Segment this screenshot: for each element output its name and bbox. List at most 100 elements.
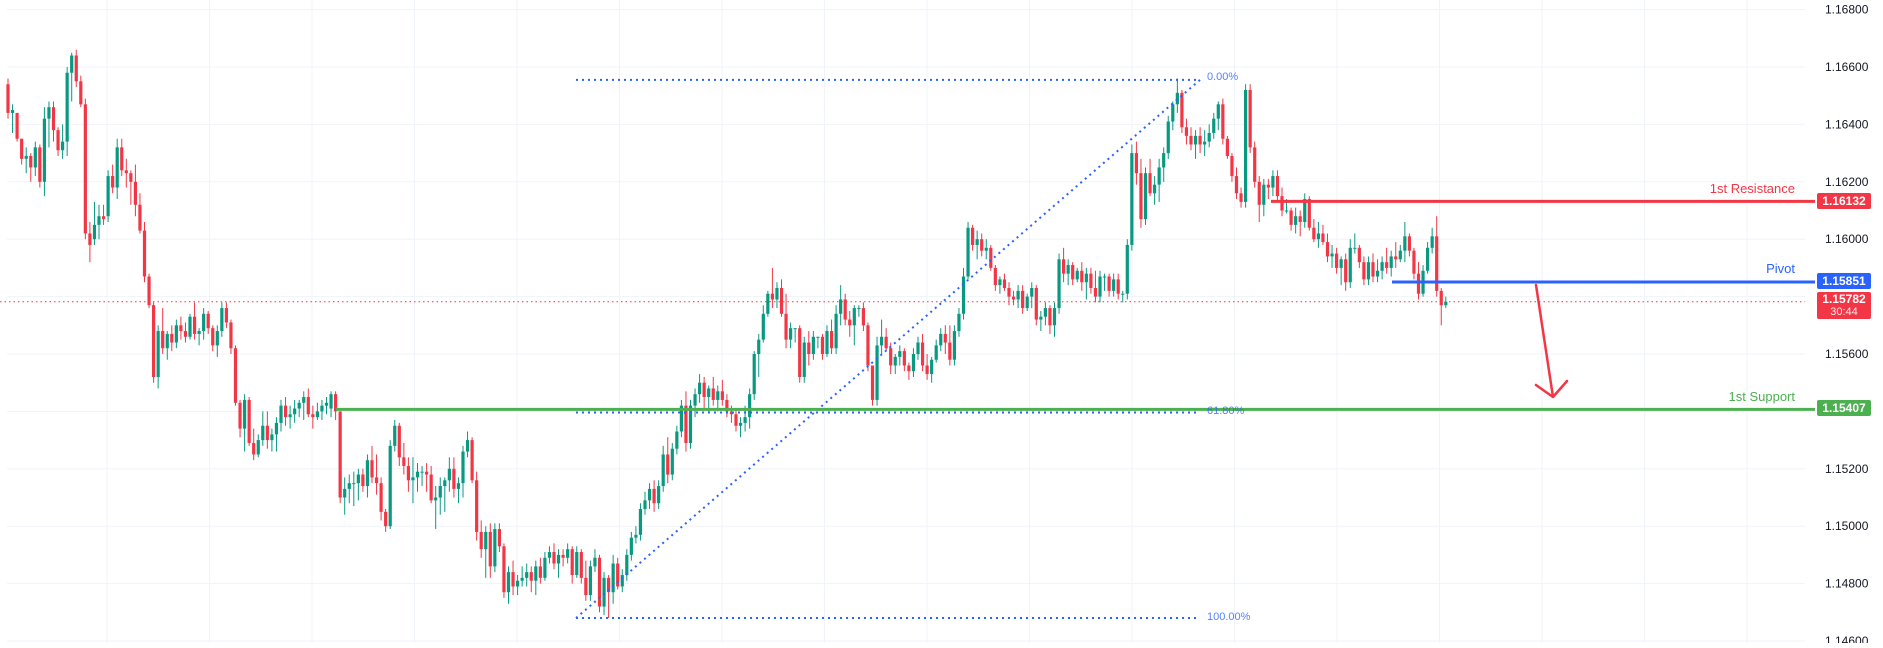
candle[interactable] (647, 483, 652, 509)
candle[interactable] (1075, 267, 1079, 283)
candle[interactable] (1248, 84, 1252, 154)
candle[interactable] (884, 328, 888, 352)
candle[interactable] (693, 388, 697, 418)
candle[interactable] (320, 399, 324, 421)
candle[interactable] (738, 417, 743, 438)
candle[interactable] (1112, 273, 1116, 297)
candle[interactable] (106, 170, 110, 222)
candle[interactable] (361, 468, 365, 492)
candle[interactable] (274, 417, 279, 452)
candle[interactable] (643, 491, 647, 515)
candle[interactable] (156, 325, 160, 389)
candle[interactable] (447, 457, 451, 492)
candle[interactable] (802, 336, 806, 383)
candle[interactable] (998, 276, 1002, 294)
candle[interactable] (1021, 285, 1025, 314)
candle[interactable] (252, 428, 256, 461)
candle[interactable] (597, 554, 602, 613)
candle[interactable] (966, 221, 970, 280)
candle[interactable] (479, 520, 483, 558)
candle[interactable] (1385, 247, 1389, 274)
candle[interactable] (1353, 233, 1357, 254)
candle[interactable] (475, 471, 479, 541)
candle[interactable] (566, 543, 570, 564)
candle[interactable] (224, 302, 228, 329)
candle[interactable] (898, 345, 902, 366)
candle[interactable] (256, 434, 260, 458)
candle[interactable] (725, 394, 729, 418)
candle[interactable] (1444, 296, 1448, 309)
candle[interactable] (1107, 273, 1111, 297)
candle[interactable] (1011, 290, 1016, 306)
candle[interactable] (165, 331, 169, 360)
candle[interactable] (493, 523, 497, 573)
candle[interactable] (1435, 216, 1439, 297)
candle[interactable] (902, 348, 906, 372)
candle[interactable] (197, 328, 201, 346)
candle[interactable] (183, 322, 188, 343)
candle[interactable] (497, 523, 501, 553)
candle[interactable] (561, 549, 565, 567)
candle[interactable] (593, 549, 597, 573)
candle[interactable] (129, 170, 133, 205)
candle[interactable] (265, 411, 269, 449)
candle[interactable] (1230, 153, 1234, 182)
fib-trend-line[interactable] (575, 79, 1201, 619)
candle[interactable] (834, 305, 838, 354)
candle[interactable] (1153, 176, 1157, 205)
candle[interactable] (543, 552, 547, 581)
candle[interactable] (588, 560, 592, 601)
candle[interactable] (1143, 167, 1148, 225)
candle[interactable] (229, 319, 233, 354)
candle[interactable] (570, 546, 574, 584)
candle[interactable] (1166, 115, 1170, 159)
candle[interactable] (1052, 302, 1057, 337)
candle[interactable] (33, 141, 37, 177)
candle[interactable] (343, 477, 347, 515)
candle[interactable] (1389, 250, 1393, 277)
candle[interactable] (202, 308, 206, 340)
candle[interactable] (1335, 247, 1339, 274)
candle[interactable] (552, 543, 556, 570)
candle[interactable] (1312, 219, 1316, 243)
candle[interactable] (161, 308, 165, 354)
candle[interactable] (1275, 170, 1280, 202)
candle[interactable] (1257, 176, 1261, 222)
candle[interactable] (261, 411, 265, 446)
candle[interactable] (843, 293, 847, 326)
resistance-price-tag[interactable]: 1.16132 (1817, 193, 1871, 209)
candle[interactable] (215, 325, 219, 357)
candle[interactable] (829, 319, 834, 354)
candle[interactable] (925, 354, 929, 380)
candle[interactable] (1362, 256, 1366, 286)
candle[interactable] (92, 201, 97, 245)
candle[interactable] (734, 408, 738, 432)
candle[interactable] (611, 554, 615, 604)
candle[interactable] (825, 325, 829, 357)
candle[interactable] (1116, 273, 1120, 300)
candle[interactable] (97, 204, 101, 240)
candle[interactable] (1339, 256, 1343, 286)
candle[interactable] (675, 425, 679, 455)
candle[interactable] (893, 354, 897, 375)
candle[interactable] (1253, 141, 1257, 188)
candle[interactable] (1239, 187, 1243, 208)
candle[interactable] (629, 531, 633, 561)
candle[interactable] (579, 549, 583, 584)
candle[interactable] (775, 282, 779, 309)
candle[interactable] (51, 101, 56, 142)
candle[interactable] (875, 336, 879, 406)
candle[interactable] (334, 391, 338, 421)
candle[interactable] (233, 345, 238, 406)
candle[interactable] (547, 546, 552, 564)
candle[interactable] (338, 411, 342, 504)
current-price-tag[interactable]: 1.15782 30:44 (1817, 292, 1871, 319)
candle[interactable] (839, 285, 843, 326)
candle[interactable] (907, 362, 911, 380)
candle[interactable] (306, 388, 310, 418)
candle[interactable] (133, 164, 137, 217)
candle[interactable] (88, 221, 92, 263)
candle[interactable] (1266, 178, 1270, 200)
candle[interactable] (406, 457, 410, 492)
candle[interactable] (115, 138, 119, 200)
